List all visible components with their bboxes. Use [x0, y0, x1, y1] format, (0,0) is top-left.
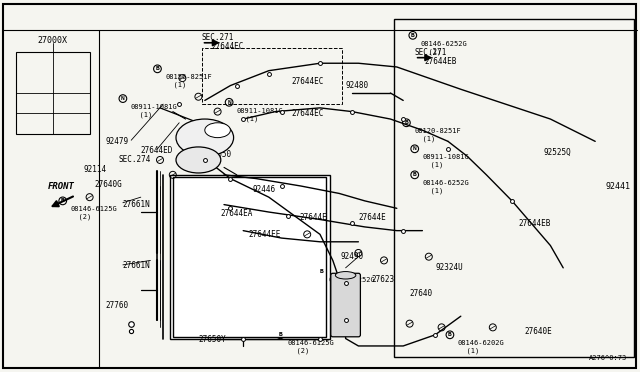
- Text: B: B: [319, 269, 323, 274]
- Text: B: B: [413, 172, 417, 177]
- Text: 92525Q: 92525Q: [544, 148, 572, 157]
- Ellipse shape: [335, 272, 356, 279]
- Text: A276^0:73: A276^0:73: [589, 355, 627, 361]
- Text: SEC.274: SEC.274: [118, 155, 151, 164]
- Bar: [394, 19, 634, 357]
- Text: 27644EC: 27644EC: [211, 42, 244, 51]
- Text: 92114: 92114: [83, 165, 106, 174]
- Ellipse shape: [205, 123, 230, 138]
- Text: 08911-1081G
  (1): 08911-1081G (1): [131, 104, 177, 118]
- Text: 27644EB: 27644EB: [424, 57, 457, 66]
- Text: 08146-6202G
  (1): 08146-6202G (1): [458, 340, 504, 355]
- Text: N: N: [227, 100, 231, 105]
- Text: 08156-8251F
  (1): 08156-8251F (1): [165, 74, 212, 89]
- Text: B: B: [411, 33, 415, 38]
- Text: 08911-1081G
  (1): 08911-1081G (1): [237, 108, 284, 122]
- Text: 27644E: 27644E: [358, 213, 386, 222]
- Text: 27000X: 27000X: [38, 36, 68, 45]
- Text: 08120-8251F
  (1): 08120-8251F (1): [414, 128, 461, 142]
- Text: 27640G: 27640G: [95, 180, 122, 189]
- Text: 08146-6125G
  (2): 08146-6125G (2): [70, 206, 117, 221]
- Bar: [16, 52, 90, 134]
- Text: 92324U: 92324U: [435, 263, 463, 272]
- Text: 27644EE: 27644EE: [248, 230, 281, 239]
- Text: 08146-6252G
  (1): 08146-6252G (1): [422, 180, 469, 195]
- Text: 27644E: 27644E: [300, 213, 327, 222]
- Text: 27640: 27640: [410, 289, 433, 298]
- Text: 27650Y: 27650Y: [198, 335, 226, 344]
- Text: 27623: 27623: [371, 275, 394, 283]
- Ellipse shape: [176, 119, 234, 156]
- Text: 08146-6252G
  (1): 08146-6252G (1): [329, 277, 376, 291]
- Text: 92490: 92490: [340, 252, 364, 261]
- Text: 27644ED: 27644ED: [141, 146, 173, 155]
- Text: 92441: 92441: [605, 182, 630, 190]
- Text: 92480: 92480: [346, 81, 369, 90]
- Text: 27661N: 27661N: [123, 262, 150, 270]
- Text: SEC.271: SEC.271: [415, 48, 447, 57]
- Text: B: B: [278, 332, 282, 337]
- Text: 08146-6252G
  (1): 08146-6252G (1): [420, 41, 467, 55]
- Text: 27644EC: 27644EC: [291, 109, 324, 118]
- Ellipse shape: [176, 147, 221, 173]
- FancyBboxPatch shape: [331, 273, 360, 337]
- Text: 08911-1081G
  (1): 08911-1081G (1): [422, 154, 469, 169]
- Bar: [202, 48, 342, 104]
- Bar: [173, 177, 326, 337]
- Text: 27650: 27650: [208, 150, 231, 159]
- Text: N: N: [121, 96, 125, 101]
- Text: 27640E: 27640E: [525, 327, 552, 336]
- Text: N: N: [413, 146, 417, 151]
- Text: 27661N: 27661N: [123, 200, 150, 209]
- Bar: [173, 177, 326, 337]
- Text: 08146-6125G
  (2): 08146-6125G (2): [288, 340, 335, 355]
- Text: 27760: 27760: [106, 301, 129, 310]
- Text: B: B: [61, 198, 65, 203]
- Text: 92479: 92479: [106, 137, 129, 146]
- Text: SEC.271: SEC.271: [202, 33, 234, 42]
- Text: 27644EB: 27644EB: [518, 219, 551, 228]
- Text: FRONT: FRONT: [47, 182, 74, 190]
- Text: 92446: 92446: [253, 185, 276, 194]
- Text: 27644EA: 27644EA: [221, 209, 253, 218]
- Text: B: B: [404, 120, 408, 125]
- Text: B: B: [448, 332, 452, 337]
- Bar: [170, 175, 330, 339]
- Text: 27644EC: 27644EC: [291, 77, 324, 86]
- Text: B: B: [156, 66, 159, 71]
